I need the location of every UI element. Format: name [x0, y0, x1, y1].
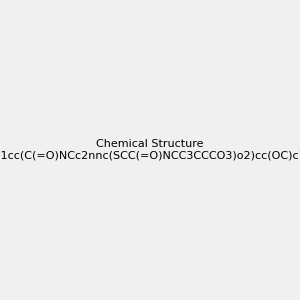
Text: Chemical Structure
COc1cc(C(=O)NCc2nnc(SCC(=O)NCC3CCCO3)o2)cc(OC)c1OC: Chemical Structure COc1cc(C(=O)NCc2nnc(S…	[0, 139, 300, 161]
